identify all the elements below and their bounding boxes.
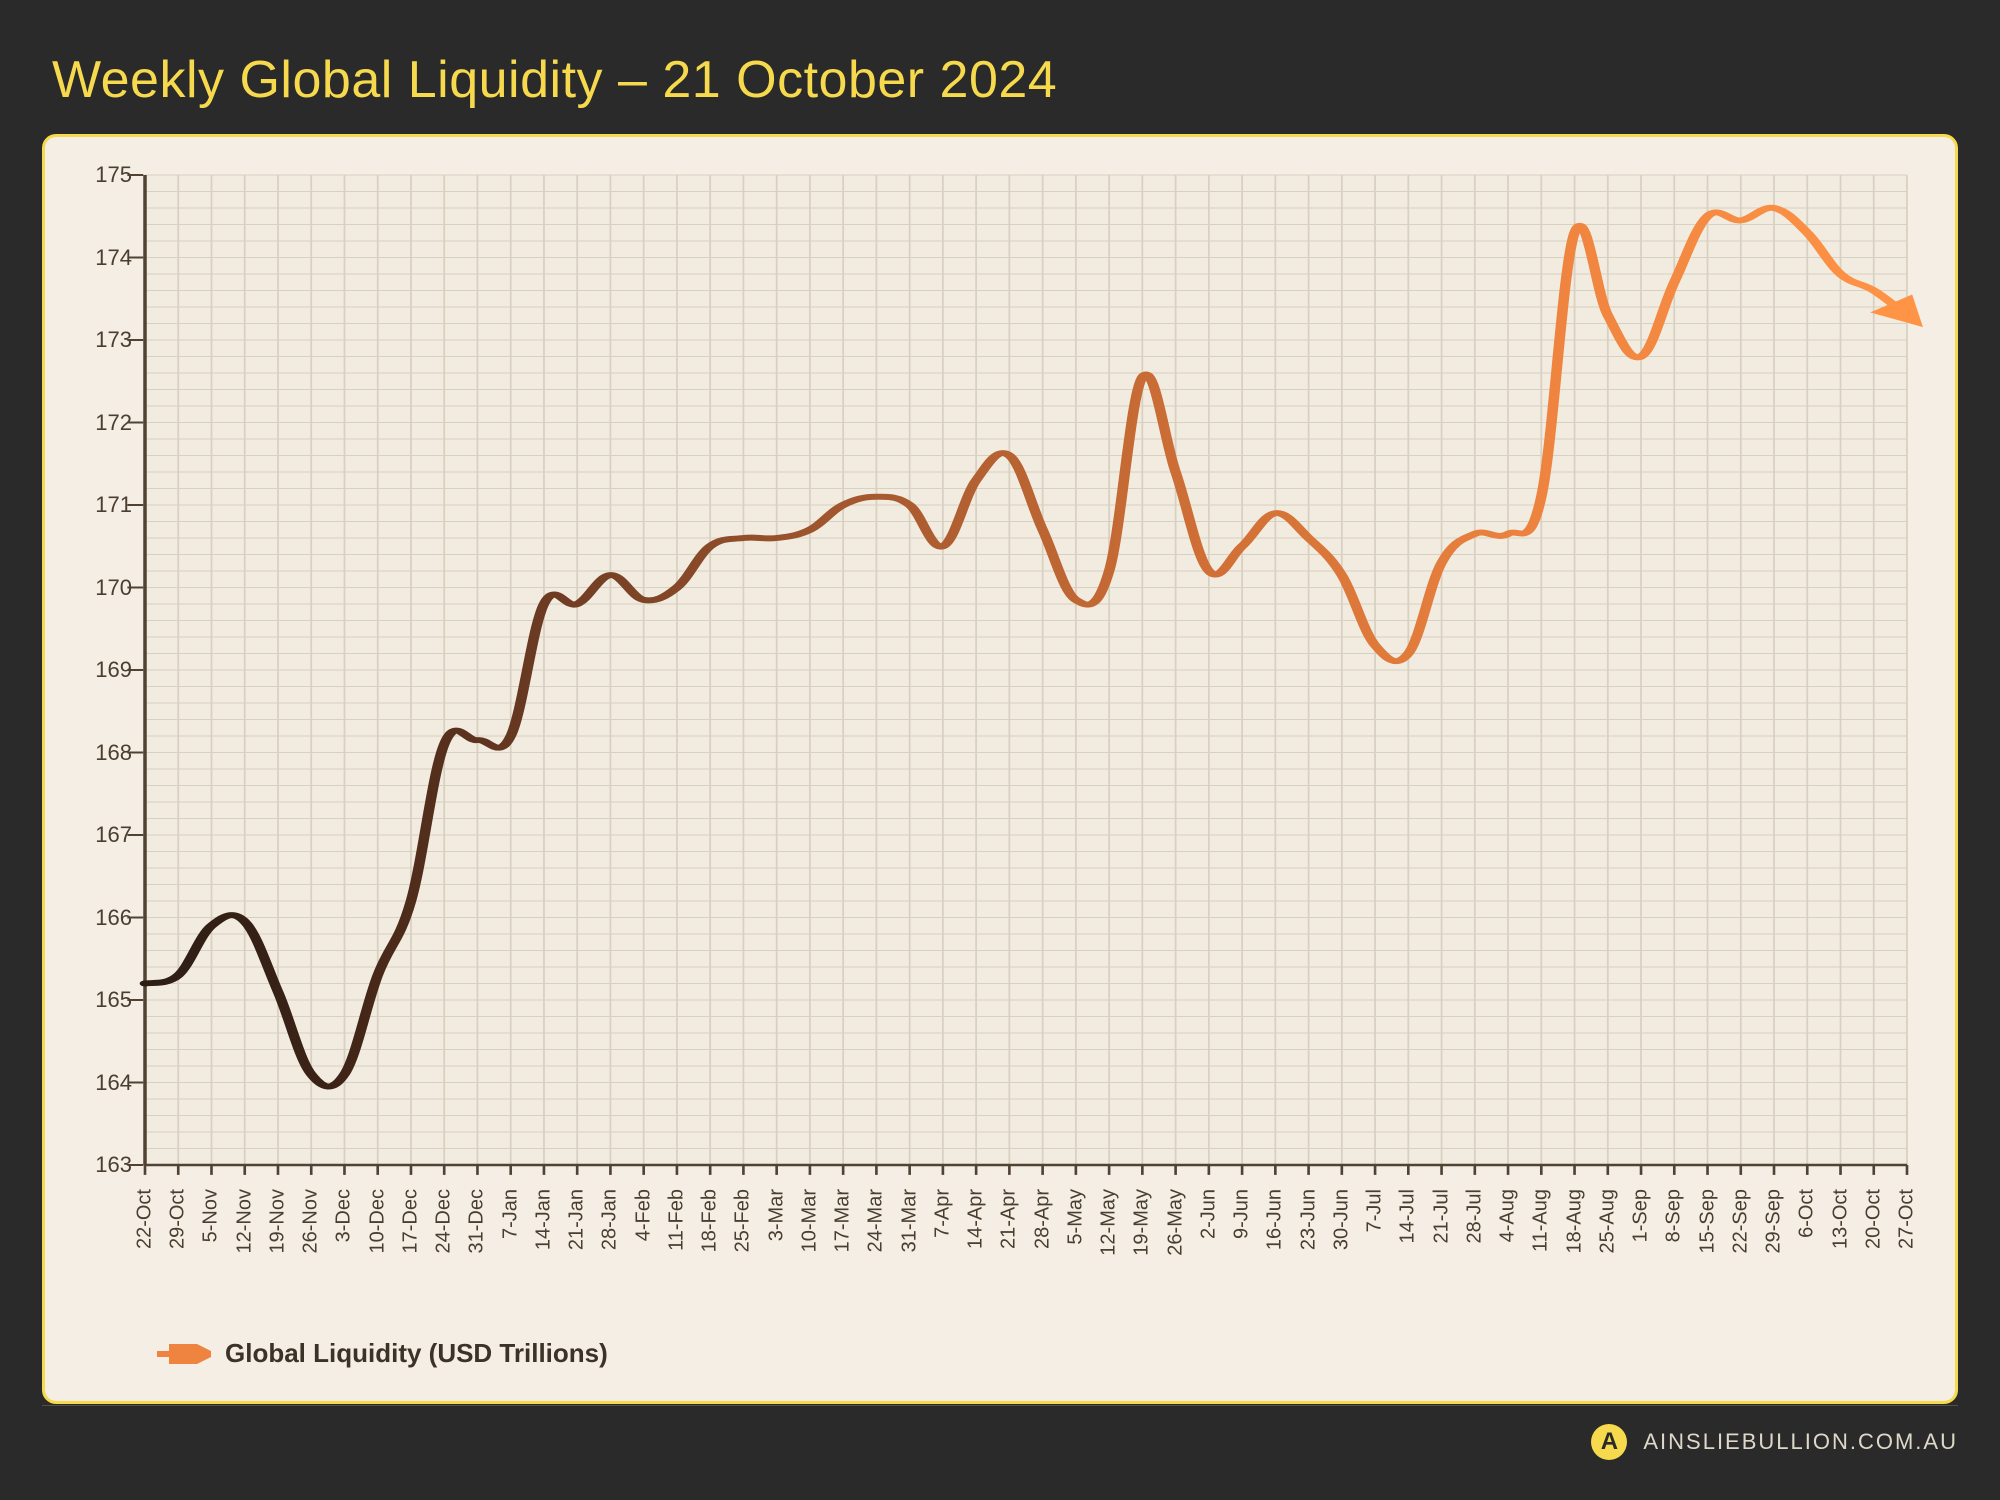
- y-tick-label: 175: [95, 162, 132, 188]
- x-tick-label: 16-Jun: [1264, 1189, 1287, 1250]
- x-tick-label: 28-Jul: [1463, 1189, 1486, 1243]
- y-tick-label: 166: [95, 905, 132, 931]
- y-tick-label: 174: [95, 245, 132, 271]
- x-tick-label: 13-Oct: [1829, 1189, 1852, 1249]
- plot-wrap: 163164165166167168169170171172173174175 …: [75, 165, 1917, 1195]
- x-tick-label: 12-Nov: [233, 1189, 256, 1253]
- x-tick-label: 4-Aug: [1497, 1189, 1520, 1242]
- x-tick-label: 17-Mar: [832, 1189, 855, 1252]
- x-tick-label: 5-May: [1064, 1189, 1087, 1245]
- x-tick-label: 6-Oct: [1796, 1189, 1819, 1238]
- x-tick-label: 20-Oct: [1862, 1189, 1885, 1249]
- x-tick-label: 21-Apr: [998, 1189, 1021, 1249]
- plot-area: [145, 175, 1907, 1165]
- x-tick-label: 17-Dec: [399, 1189, 422, 1253]
- chart-title: Weekly Global Liquidity – 21 October 202…: [52, 50, 1958, 110]
- x-tick-label: 4-Feb: [632, 1189, 655, 1241]
- x-tick-label: 22-Sep: [1729, 1189, 1752, 1254]
- y-tick-label: 171: [95, 492, 132, 518]
- chart-frame: 163164165166167168169170171172173174175 …: [42, 134, 1958, 1404]
- y-tick-label: 164: [95, 1070, 132, 1096]
- x-tick-label: 18-Aug: [1563, 1189, 1586, 1254]
- x-tick-label: 26-Nov: [300, 1189, 323, 1253]
- x-tick-label: 3-Dec: [333, 1189, 356, 1242]
- footer: A AINSLIEBULLION.COM.AU: [42, 1405, 1958, 1460]
- x-tick-label: 21-Jul: [1430, 1189, 1453, 1243]
- legend: Global Liquidity (USD Trillions): [155, 1338, 608, 1369]
- x-tick-label: 21-Jan: [566, 1189, 589, 1250]
- x-axis-labels: 22-Oct29-Oct5-Nov12-Nov19-Nov26-Nov3-Dec…: [145, 1175, 1907, 1315]
- x-tick-label: 3-Mar: [765, 1189, 788, 1241]
- x-tick-label: 7-Apr: [931, 1189, 954, 1238]
- x-tick-label: 12-May: [1098, 1189, 1121, 1256]
- x-tick-label: 10-Mar: [798, 1189, 821, 1252]
- x-tick-label: 31-Dec: [466, 1189, 489, 1253]
- x-tick-label: 28-Apr: [1031, 1189, 1054, 1249]
- x-tick-label: 14-Jan: [532, 1189, 555, 1250]
- x-tick-label: 11-Aug: [1530, 1189, 1553, 1252]
- footer-text: AINSLIEBULLION.COM.AU: [1643, 1429, 1958, 1455]
- x-tick-label: 19-May: [1131, 1189, 1154, 1256]
- x-tick-label: 10-Dec: [366, 1189, 389, 1253]
- x-tick-label: 15-Sep: [1696, 1189, 1719, 1254]
- x-tick-label: 28-Jan: [599, 1189, 622, 1250]
- y-tick-label: 169: [95, 657, 132, 683]
- x-tick-label: 11-Feb: [665, 1189, 688, 1251]
- brand-logo-icon: A: [1591, 1424, 1627, 1460]
- x-tick-label: 22-Oct: [134, 1189, 157, 1249]
- x-tick-label: 14-Jul: [1397, 1189, 1420, 1243]
- x-tick-label: 2-Jun: [1197, 1189, 1220, 1239]
- brand-logo-letter: A: [1601, 1428, 1618, 1456]
- x-tick-label: 18-Feb: [699, 1189, 722, 1252]
- x-tick-label: 1-Sep: [1630, 1189, 1653, 1242]
- legend-arrow-icon: [155, 1344, 211, 1364]
- y-tick-label: 173: [95, 327, 132, 353]
- x-tick-label: 30-Jun: [1330, 1189, 1353, 1250]
- y-tick-label: 168: [95, 740, 132, 766]
- x-tick-label: 31-Mar: [898, 1189, 921, 1252]
- x-tick-label: 9-Jun: [1231, 1189, 1254, 1239]
- x-tick-label: 19-Nov: [266, 1189, 289, 1253]
- x-tick-label: 24-Dec: [433, 1189, 456, 1253]
- x-tick-label: 23-Jun: [1297, 1189, 1320, 1250]
- x-tick-label: 25-Aug: [1596, 1189, 1619, 1254]
- x-tick-label: 25-Feb: [732, 1189, 755, 1252]
- y-tick-label: 167: [95, 822, 132, 848]
- x-tick-label: 27-Oct: [1896, 1189, 1919, 1249]
- x-tick-label: 24-Mar: [865, 1189, 888, 1252]
- page-container: Weekly Global Liquidity – 21 October 202…: [0, 0, 2000, 1500]
- x-tick-label: 29-Sep: [1763, 1189, 1786, 1254]
- x-tick-label: 5-Nov: [200, 1189, 223, 1242]
- chart-svg: [145, 175, 1907, 1165]
- y-tick-label: 172: [95, 410, 132, 436]
- x-tick-label: 14-Apr: [965, 1189, 988, 1249]
- legend-label: Global Liquidity (USD Trillions): [225, 1338, 608, 1369]
- y-tick-label: 170: [95, 575, 132, 601]
- x-tick-label: 8-Sep: [1663, 1189, 1686, 1242]
- x-tick-label: 26-May: [1164, 1189, 1187, 1256]
- x-tick-label: 7-Jul: [1364, 1189, 1387, 1232]
- y-tick-label: 163: [95, 1152, 132, 1178]
- x-tick-label: 7-Jan: [499, 1189, 522, 1239]
- y-tick-label: 165: [95, 987, 132, 1013]
- x-tick-label: 29-Oct: [167, 1189, 190, 1249]
